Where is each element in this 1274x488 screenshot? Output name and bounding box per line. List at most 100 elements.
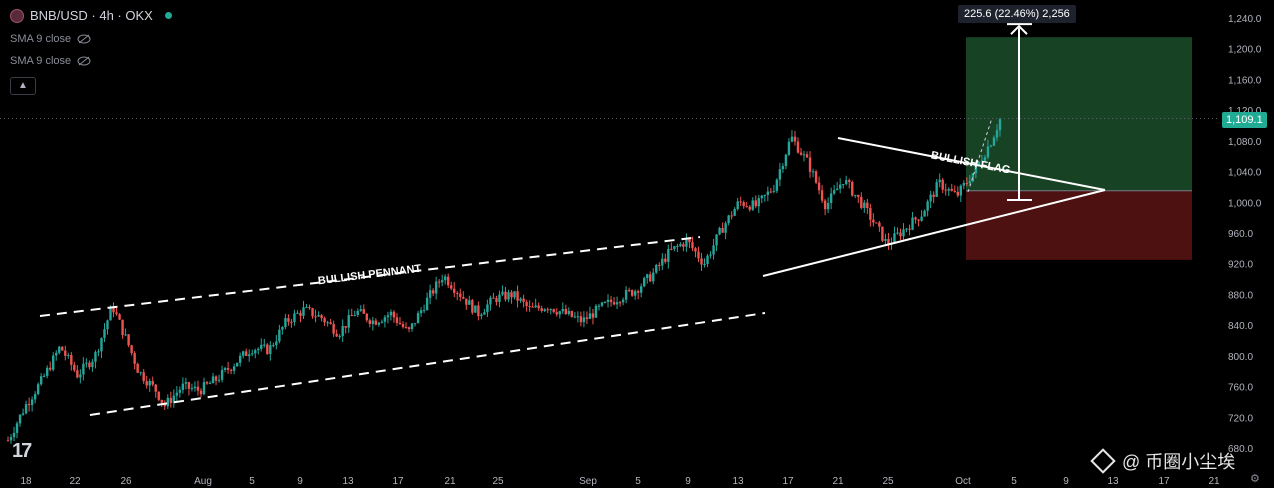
candle	[941, 179, 944, 190]
last-price-tag: 1,109.1	[1222, 112, 1267, 128]
candle	[175, 392, 179, 396]
candle	[679, 244, 682, 247]
candle	[914, 217, 917, 220]
candle	[531, 306, 534, 308]
candle	[857, 194, 860, 197]
candle	[350, 315, 353, 317]
candle	[45, 367, 49, 376]
candle	[983, 157, 987, 161]
candle	[624, 289, 628, 300]
pennant-upper-line	[39, 236, 701, 317]
candle	[196, 386, 200, 391]
candle	[817, 182, 821, 191]
eye-off-icon[interactable]	[77, 56, 91, 66]
candle	[245, 351, 248, 356]
candle	[18, 414, 22, 424]
candle	[248, 354, 251, 356]
x-tick-label: 5	[1011, 476, 1017, 487]
candle	[416, 313, 420, 324]
candle	[893, 233, 896, 244]
candle	[956, 191, 959, 196]
candle	[407, 327, 411, 330]
candle	[42, 375, 46, 377]
candle	[480, 314, 483, 317]
candle	[793, 136, 797, 142]
candle	[588, 313, 592, 319]
candle	[992, 137, 996, 146]
y-tick-label: 760.0	[1228, 383, 1253, 394]
candle	[21, 413, 25, 415]
candle	[730, 215, 733, 217]
candle	[908, 228, 911, 230]
candle	[962, 182, 966, 186]
candle	[627, 289, 631, 291]
measure-label: 225.6 (22.46%) 2,256	[958, 5, 1076, 23]
x-tick-label: Aug	[194, 476, 212, 487]
candle	[769, 191, 773, 193]
candle	[489, 297, 492, 305]
candle	[860, 196, 863, 208]
candle	[398, 322, 402, 325]
candle	[661, 258, 664, 266]
x-tick-label: 25	[492, 476, 504, 487]
x-tick-label: 5	[635, 476, 641, 487]
x-tick-label: 17	[1158, 476, 1170, 487]
settings-gear-icon[interactable]: ⚙	[1250, 473, 1260, 485]
candle	[172, 395, 176, 404]
candle	[118, 314, 121, 320]
candle	[257, 348, 260, 351]
candle	[33, 394, 37, 400]
candle	[700, 258, 703, 265]
candle	[664, 258, 667, 262]
x-tick-label: 21	[832, 476, 844, 487]
candle	[697, 251, 700, 259]
candle	[703, 264, 706, 266]
candle	[555, 312, 558, 315]
candle	[781, 165, 785, 170]
candle	[609, 299, 613, 303]
candle	[229, 369, 233, 371]
candle	[82, 363, 85, 375]
candle	[869, 208, 872, 220]
candle	[124, 334, 127, 336]
collapse-indicators-button[interactable]: ▲	[10, 77, 36, 95]
y-tick-label: 720.0	[1228, 413, 1253, 424]
candle	[561, 309, 564, 312]
x-tick-label: 21	[1208, 476, 1220, 487]
candle	[591, 313, 595, 318]
candle	[965, 182, 969, 184]
candle	[55, 352, 58, 356]
indicator-sma-2[interactable]: SMA 9 close	[10, 55, 91, 67]
candle	[615, 302, 619, 305]
candle	[232, 366, 236, 371]
candle	[109, 307, 112, 321]
candle	[374, 320, 378, 325]
candle	[275, 341, 278, 346]
candle	[682, 244, 685, 247]
candle	[425, 297, 429, 311]
candle	[24, 404, 28, 414]
candle	[154, 384, 157, 392]
y-tick-label: 1,080.0	[1228, 137, 1262, 148]
candle	[211, 376, 215, 384]
indicator-sma-1[interactable]: SMA 9 close	[10, 33, 91, 45]
candle	[606, 299, 610, 302]
candle	[923, 210, 926, 217]
candle	[655, 264, 658, 273]
candle	[724, 223, 727, 233]
eye-off-icon[interactable]	[77, 34, 91, 44]
candle	[944, 189, 947, 191]
candle	[842, 184, 845, 186]
candle	[920, 216, 923, 221]
candle	[848, 180, 851, 183]
candle	[238, 355, 242, 363]
candle	[64, 350, 67, 356]
candle	[456, 292, 459, 294]
candle	[851, 182, 854, 196]
candle	[106, 320, 109, 330]
symbol-title[interactable]: BNB/USD · 4h · OKX	[30, 8, 153, 23]
candle	[91, 361, 94, 368]
candle	[181, 383, 185, 390]
candle	[465, 298, 468, 305]
